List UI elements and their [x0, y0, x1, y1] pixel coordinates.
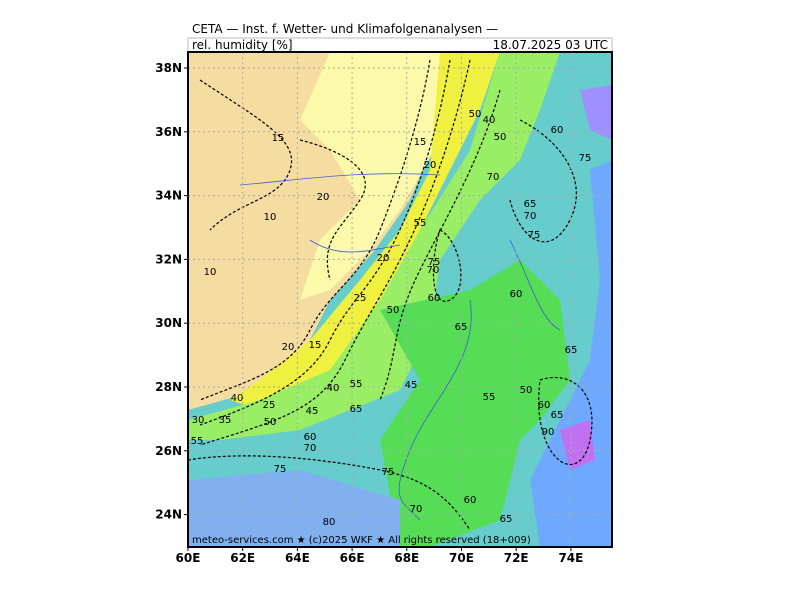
contour-label: 75 [528, 230, 541, 241]
contour-label: 70 [427, 265, 440, 276]
map-frame [187, 51, 613, 548]
contour-label: 55 [350, 379, 363, 390]
contour-label: 90 [542, 427, 555, 438]
lat-label: 24N [155, 508, 182, 522]
contour-label: 70 [304, 443, 317, 454]
title: CETA — Inst. f. Wetter- und Klimafolgena… [192, 22, 498, 36]
contour-label: 75 [579, 153, 592, 164]
contour-label: 25 [263, 400, 276, 411]
contour-label: 65 [524, 199, 537, 210]
contour-label: 65 [500, 514, 513, 525]
contour-label: 40 [231, 393, 244, 404]
lat-label: 28N [155, 380, 182, 394]
lon-label: 74E [558, 551, 583, 565]
contour-label: 65 [455, 322, 468, 333]
contour-label: 75 [274, 464, 287, 475]
contour-label: 50 [469, 109, 482, 120]
contour-label: 65 [565, 345, 578, 356]
contour-label: 20 [282, 342, 295, 353]
contour-label: 55 [191, 436, 204, 447]
lon-label: 60E [176, 551, 201, 565]
contour-label: 10 [204, 267, 217, 278]
contour-label: 50 [387, 305, 400, 316]
humidity-field [188, 52, 612, 547]
field-name: rel. humidity [%] [192, 38, 293, 52]
contour-label: 60 [428, 293, 441, 304]
lon-label: 64E [285, 551, 310, 565]
contour-label: 60 [538, 400, 551, 411]
contour-label: 35 [219, 415, 232, 426]
lon-label: 70E [449, 551, 474, 565]
contour-label: 70 [410, 504, 423, 515]
lat-label: 26N [155, 444, 182, 458]
contour-label: 65 [551, 410, 564, 421]
contour-label: 70 [524, 211, 537, 222]
contour-label: 40 [483, 115, 496, 126]
lon-label: 62E [230, 551, 255, 565]
contour-label: 60 [510, 289, 523, 300]
contour-label: 45 [405, 380, 418, 391]
lat-label: 38N [155, 61, 182, 75]
contour-label: 15 [272, 133, 285, 144]
contour-label: 15 [414, 137, 427, 148]
contour-label: 50 [520, 385, 533, 396]
contour-label: 45 [306, 406, 319, 417]
copyright: meteo-services.com ★ (c)2025 WKF ★ All r… [192, 535, 531, 546]
lat-label: 30N [155, 316, 182, 330]
contour-label: 20 [424, 160, 437, 171]
contour-label: 55 [414, 218, 427, 229]
contour-label: 60 [464, 495, 477, 506]
valid-time: 18.07.2025 03 UTC [493, 38, 608, 52]
lat-label: 32N [155, 252, 182, 266]
contour-label: 20 [317, 192, 330, 203]
contour-label: 55 [483, 392, 496, 403]
contour-label: 60 [551, 125, 564, 136]
contour-label: 65 [350, 404, 363, 415]
lon-label: 68E [394, 551, 419, 565]
contour-label: 70 [487, 172, 500, 183]
contour-label: 10 [264, 212, 277, 223]
contour-label: 40 [327, 383, 340, 394]
contour-label: 15 [309, 340, 322, 351]
contour-label: 20 [377, 253, 390, 264]
contour-label: 50 [494, 132, 507, 143]
contour-label: 75 [382, 467, 395, 478]
contour-label: 30 [192, 415, 205, 426]
lon-label: 72E [504, 551, 529, 565]
graticule [188, 52, 612, 547]
axes: 38N 36N 34N 32N 30N 28N 26N 24N 60E 62E 64E 66E 68E 7… [155, 61, 583, 565]
contour-label: 60 [304, 432, 317, 443]
contour-label: 50 [264, 417, 277, 428]
lon-label: 66E [340, 551, 365, 565]
lat-label: 36N [155, 125, 182, 139]
contour-label: 25 [354, 293, 367, 304]
contour-label: 75 [428, 257, 441, 268]
contour-label: 80 [323, 517, 336, 528]
lat-label: 34N [155, 189, 182, 203]
